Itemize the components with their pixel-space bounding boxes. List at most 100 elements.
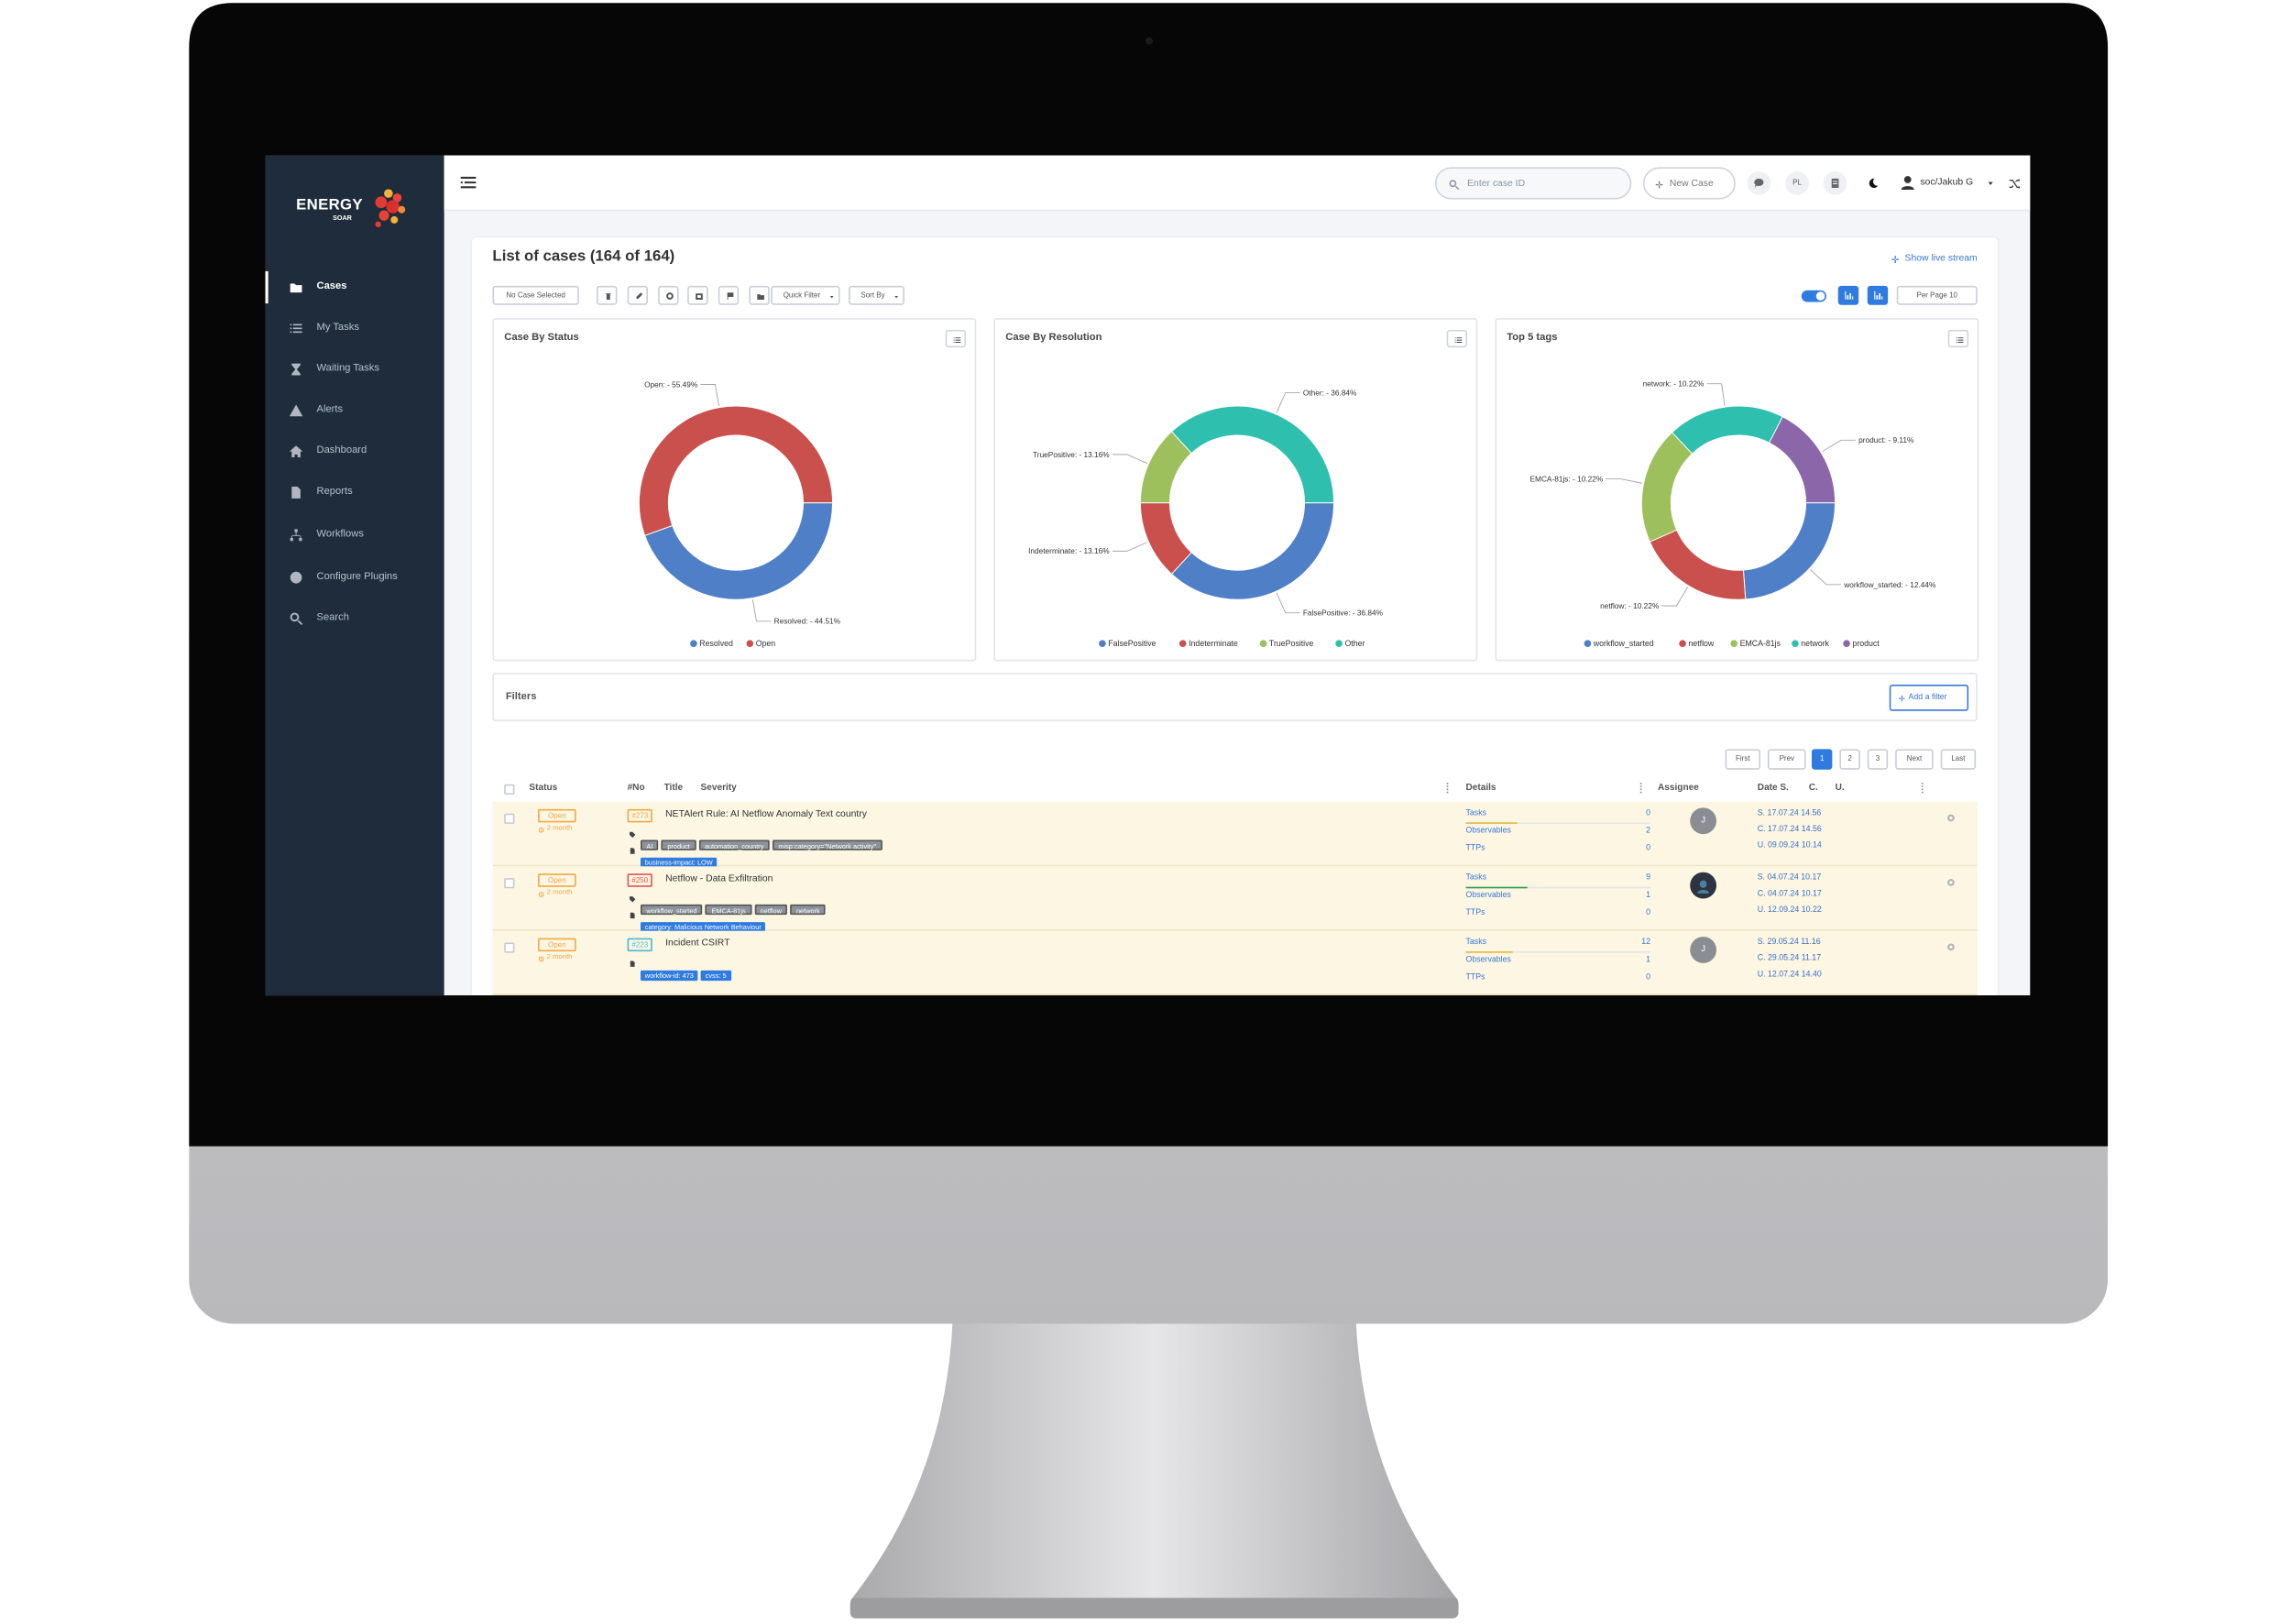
case-row[interactable]: Open 2 month #273 NETAlert Rule: AI Netflow… (492, 801, 1978, 868)
case-row[interactable]: Open 2 month #223 Incident CSIRT workflow-id… (492, 930, 1978, 996)
view-button[interactable] (1867, 285, 1889, 305)
legend-swatch (1178, 640, 1187, 648)
chart-menu-button[interactable] (945, 329, 967, 348)
topbar-icon-button[interactable] (1747, 171, 1771, 195)
toolbar-icon-button[interactable] (718, 285, 740, 305)
topbar-icon-button[interactable] (1861, 171, 1885, 195)
pagination-button[interactable]: Last (1940, 749, 1977, 770)
pagination-button[interactable]: Prev (1767, 749, 1806, 770)
detail-label[interactable]: Tasks (1465, 873, 1486, 883)
detail-label[interactable]: Tasks (1465, 938, 1486, 948)
chart-menu-button[interactable] (1947, 329, 1969, 348)
brand-dot (375, 196, 388, 209)
toolbar-icon-button[interactable] (687, 285, 708, 305)
pagination-button[interactable]: 2 (1839, 749, 1860, 770)
column-header[interactable]: C. (1808, 783, 1818, 794)
column-header[interactable]: Title (663, 783, 684, 794)
search-box[interactable]: Enter case ID (1434, 167, 1632, 200)
menu-item[interactable]: My Tasks (266, 315, 444, 342)
detail-label[interactable]: TTPs (1465, 973, 1485, 982)
per-page-button[interactable]: Per Page 10 (1896, 285, 1978, 305)
toolbar-icon-button[interactable] (658, 285, 679, 305)
clock-icon (538, 827, 544, 833)
plus-icon (1891, 256, 1899, 263)
assignee-avatar[interactable] (1690, 872, 1717, 899)
case-title[interactable]: NETAlert Rule: AI Netflow Anomaly Text c… (665, 808, 867, 820)
new-case-button[interactable]: New Case (1643, 167, 1736, 200)
add-filter-button[interactable]: Add a filter (1889, 684, 1969, 711)
data-label: workflow_started: - 12.44% (1843, 580, 1936, 589)
case-date: U. 09.09.24 10.14 (1757, 841, 1822, 850)
plus-icon (1655, 180, 1663, 188)
case-row[interactable]: Open 2 month #250 Netflow - Data Exfiltrati… (492, 866, 1978, 933)
legend-swatch (1730, 640, 1738, 648)
column-header[interactable]: Status (529, 783, 558, 794)
field-icon-shape (630, 912, 635, 919)
camera (1146, 37, 1154, 45)
plus-icon-shape (1899, 695, 1905, 702)
column-header[interactable]: Details (1465, 783, 1496, 794)
case-title[interactable]: Incident CSIRT (665, 938, 730, 949)
detail-label[interactable]: TTPs (1465, 908, 1485, 918)
topbar-icon-button[interactable] (1823, 171, 1847, 195)
topbar-icon-button[interactable]: PL (1785, 171, 1809, 195)
row-checkbox[interactable] (504, 878, 515, 889)
detail-label[interactable]: TTPs (1465, 844, 1485, 853)
plus-icon (1899, 695, 1905, 702)
detail-label[interactable]: Observables (1465, 827, 1511, 836)
select-all-checkbox[interactable] (504, 784, 515, 795)
row-checkbox[interactable] (504, 813, 515, 824)
menu-item[interactable]: Cases (265, 270, 444, 304)
view-glyph-shape (1844, 291, 1853, 300)
menu-item[interactable]: Reports (266, 479, 444, 506)
toolbar-icon-button[interactable] (749, 285, 770, 305)
menu-item[interactable]: Waiting Tasks (266, 357, 444, 383)
menu-item[interactable]: Search (266, 606, 444, 632)
row-checkbox[interactable] (504, 942, 515, 953)
toolbar-glyph-shape (605, 292, 610, 300)
sort-by-button[interactable]: Sort By (849, 285, 904, 305)
caret-shape (894, 295, 899, 299)
column-header[interactable]: Date S. (1757, 783, 1789, 794)
view-button[interactable] (1837, 285, 1859, 305)
tag: EMCA-81js (706, 904, 752, 916)
label-line (1606, 478, 1643, 484)
case-title[interactable]: Netflow - Data Exfiltration (665, 873, 773, 884)
assignee-avatar[interactable]: J (1690, 807, 1717, 835)
caret (894, 295, 899, 299)
view-toggle-knob (1815, 291, 1825, 301)
column-header[interactable]: Assignee (1658, 783, 1699, 794)
pagination-button[interactable]: Next (1895, 749, 1934, 770)
caret (1988, 181, 1993, 185)
brand-dot (378, 210, 389, 221)
pagination-button[interactable]: 1 (1811, 749, 1833, 770)
legend-label: EMCA-81js (1740, 639, 1781, 648)
menu-item[interactable]: Dashboard (266, 438, 444, 465)
toolbar-glyph (635, 291, 642, 299)
view-glyph (1873, 291, 1882, 300)
pagination-button[interactable]: 3 (1867, 749, 1889, 770)
topbar-glyph (1869, 178, 1879, 189)
detail-label[interactable]: Observables (1465, 891, 1511, 901)
menu-item[interactable]: Workflows (266, 521, 444, 548)
status-badge: Open (538, 938, 576, 952)
menu-item[interactable]: Configure Plugins (266, 565, 444, 591)
chart-title: Top 5 tags (1507, 333, 1558, 344)
no-selection-button[interactable]: No Case Selected (492, 285, 579, 305)
column-header[interactable]: Severity (700, 783, 737, 794)
toolbar-icon-button[interactable] (596, 285, 618, 305)
user-name[interactable]: soc/Jakub G (1920, 177, 1974, 188)
column-header[interactable]: U. (1835, 783, 1845, 794)
row-settings (1947, 879, 1955, 886)
detail-label[interactable]: Observables (1465, 955, 1511, 965)
toolbar-icon-button[interactable] (627, 285, 648, 305)
quick-filter-button[interactable]: Quick Filter (771, 285, 840, 305)
live-stream-link[interactable]: Show live stream (1891, 254, 1978, 264)
column-header[interactable]: #No (627, 783, 645, 794)
pagination-button[interactable]: First (1725, 749, 1760, 770)
menu-toggle-shape (460, 176, 477, 189)
chart-menu-button[interactable] (1446, 329, 1468, 348)
detail-label[interactable]: Tasks (1465, 808, 1486, 818)
assignee-avatar[interactable]: J (1690, 937, 1717, 963)
menu-item[interactable]: Alerts (266, 397, 444, 423)
